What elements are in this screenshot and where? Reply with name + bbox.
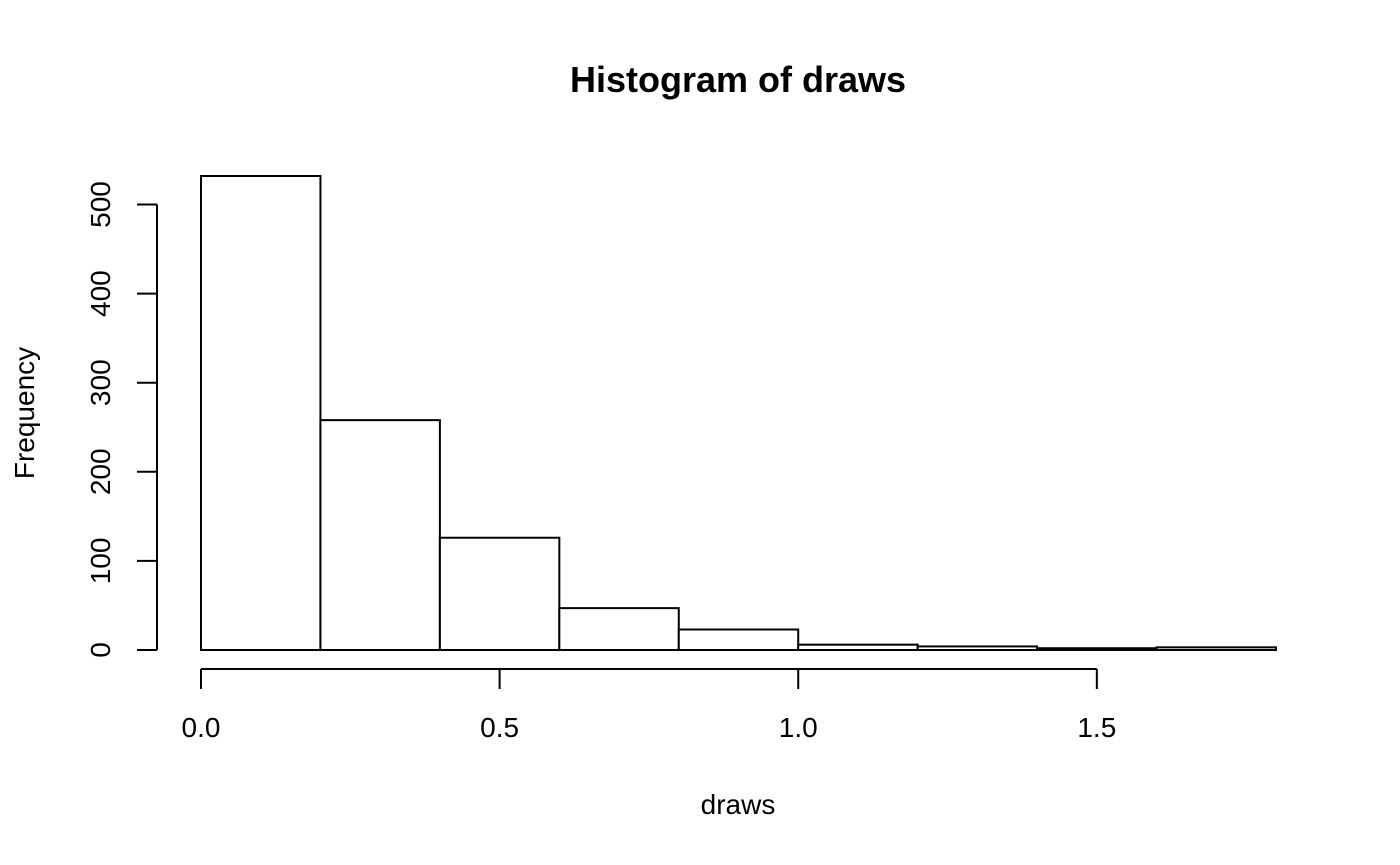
histogram-bar-3 (558, 607, 680, 652)
y-tick-label-1: 100 (85, 538, 116, 585)
x-tick-label-3: 1.5 (1077, 712, 1116, 743)
bars-layer (200, 175, 1277, 652)
y-tick-label-0: 0 (85, 642, 116, 658)
histogram-bar-2 (438, 536, 561, 651)
histogram-bar-8 (1155, 646, 1277, 652)
y-axis-label: Frequency (9, 347, 40, 479)
x-tick-label-0: 0.0 (182, 712, 221, 743)
chart-title: Histogram of draws (570, 59, 906, 100)
histogram-bar-0 (200, 175, 322, 651)
histogram-bar-6 (916, 645, 1039, 652)
histogram-bar-5 (797, 643, 919, 651)
histogram-bar-7 (1036, 647, 1158, 651)
y-tick-label-3: 300 (85, 359, 116, 406)
y-tick-label-2: 200 (85, 448, 116, 495)
y-axis: 0 100 200 300 400 500 (85, 181, 158, 658)
histogram-bar-4 (677, 628, 800, 651)
x-axis: 0.0 0.5 1.0 1.5 (182, 668, 1116, 743)
y-tick-label-5: 500 (85, 181, 116, 228)
x-tick-label-2: 1.0 (779, 712, 818, 743)
x-tick-label-1: 0.5 (480, 712, 519, 743)
histogram-bar-1 (319, 419, 441, 651)
y-tick-label-4: 400 (85, 270, 116, 317)
x-axis-label: draws (701, 789, 776, 820)
